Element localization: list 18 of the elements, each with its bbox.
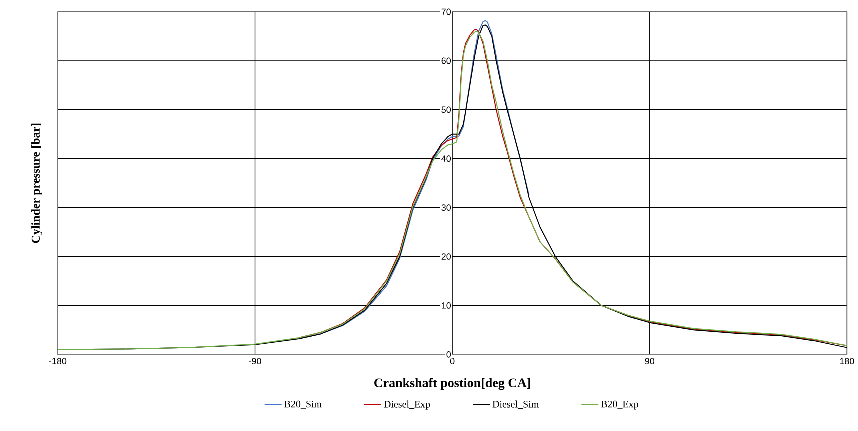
- x-tick-label: -180: [49, 358, 67, 365]
- legend-label: B20_Exp: [601, 401, 638, 410]
- y-axis-title: Cylinder pressure [bar]: [32, 124, 42, 244]
- y-tick-label: 40: [442, 156, 452, 162]
- y-tick-label: 70: [442, 9, 452, 16]
- y-tick-label: 50: [442, 106, 452, 114]
- x-tick-label: 90: [645, 358, 655, 365]
- y-tick-label: 30: [442, 204, 452, 212]
- y-tick-label: 20: [442, 254, 452, 260]
- x-tick-label: 180: [840, 358, 854, 365]
- y-tick-label: 10: [442, 302, 452, 310]
- y-tick-label: 0: [446, 352, 452, 358]
- x-axis-title: Crankshaft postion[deg CA]: [374, 378, 530, 390]
- legend-label: B20_Sim: [284, 401, 322, 410]
- legend-label: Diesel_Sim: [492, 400, 539, 410]
- x-tick-label: -90: [249, 358, 262, 365]
- legend-label: Diesel_Exp: [384, 400, 430, 410]
- y-tick-label: 60: [442, 58, 452, 64]
